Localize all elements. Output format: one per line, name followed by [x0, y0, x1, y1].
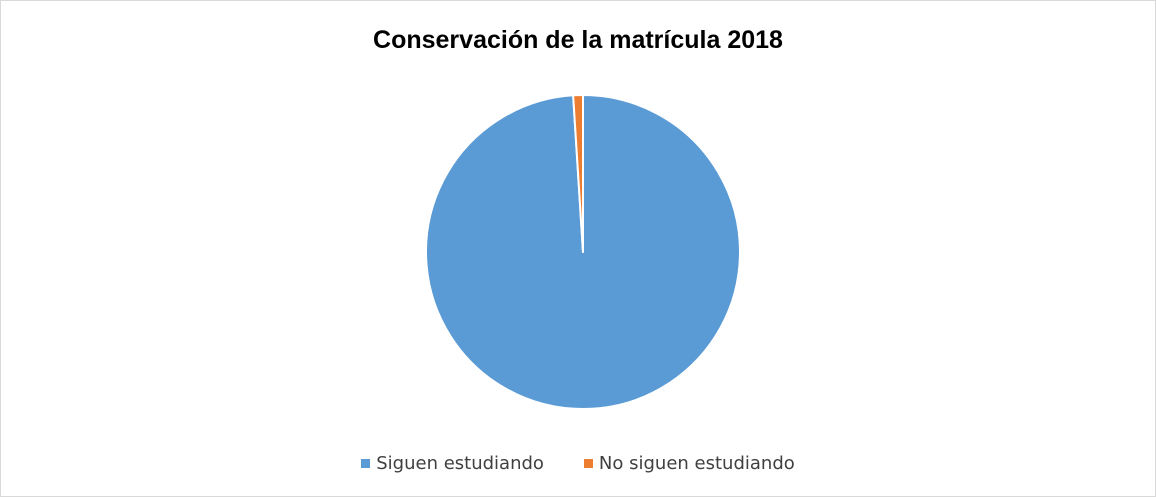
pie-slice-no-siguen-estudiando [572, 94, 584, 253]
legend-swatch [361, 459, 371, 468]
chart-legend: Siguen estudiando No siguen estudiando [1, 453, 1155, 474]
legend-label: No siguen estudiando [598, 453, 795, 474]
legend-item-siguen-estudiando: Siguen estudiando [361, 453, 544, 474]
legend-label: Siguen estudiando [376, 453, 544, 474]
legend-item-no-siguen-estudiando: No siguen estudiando [583, 453, 795, 474]
chart-title: Conservación de la matrícula 2018 [373, 26, 783, 54]
legend-swatch [583, 459, 593, 468]
